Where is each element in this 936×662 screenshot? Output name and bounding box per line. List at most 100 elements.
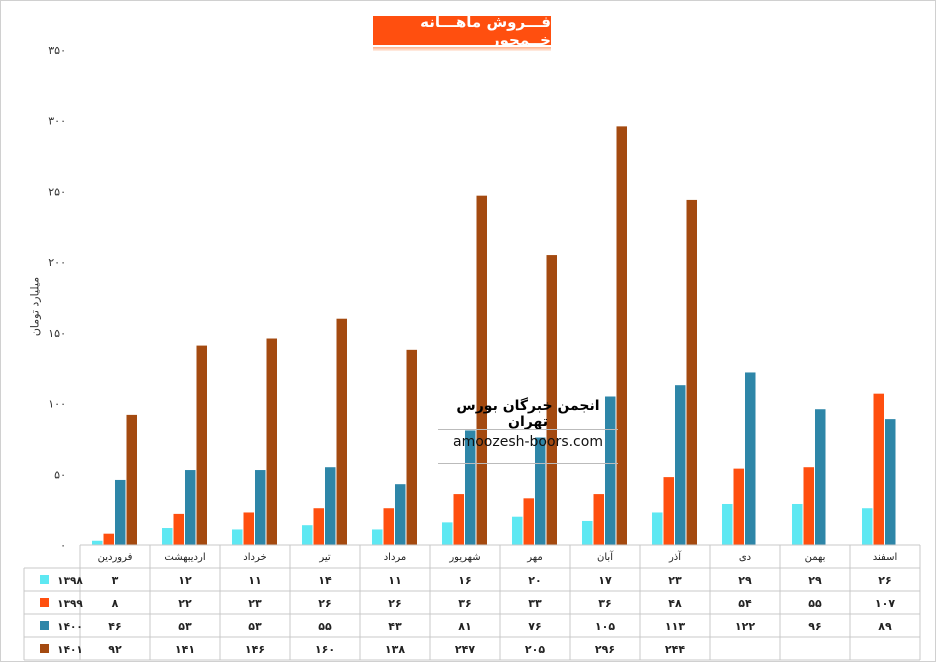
data-label: ۱۳۸	[385, 643, 405, 656]
data-label: ۵۴	[738, 597, 752, 610]
legend-swatch	[40, 598, 49, 607]
data-label: ۱۴۶	[245, 643, 265, 656]
data-label: ۲۹	[738, 574, 752, 587]
data-label: ۴۸	[668, 597, 682, 610]
data-label: ۳۶	[458, 597, 471, 610]
bar	[395, 484, 406, 545]
bar	[92, 540, 103, 545]
data-label: ۱۶	[458, 574, 471, 587]
y-tick-label: ۱۵۰	[48, 327, 66, 340]
x-tick-label: اسفند	[873, 552, 897, 563]
data-label: ۳۳	[528, 597, 542, 610]
bar	[733, 468, 744, 545]
bar	[862, 508, 873, 545]
data-label: ۴۳	[388, 620, 402, 633]
bar	[605, 396, 616, 545]
y-tick-label: ۲۵۰	[48, 185, 66, 198]
chart-title: فـــروش ماهـــانه خــمحور	[373, 13, 551, 49]
bar	[873, 393, 884, 545]
bar	[815, 409, 826, 545]
data-label: ۴۶	[108, 620, 121, 633]
bar	[722, 503, 733, 545]
bar	[686, 199, 697, 545]
bar	[675, 385, 686, 545]
y-tick-label: ۳۰۰	[48, 115, 66, 128]
data-label: ۲۹	[808, 574, 822, 587]
data-label: ۲۹۶	[595, 643, 615, 656]
legend-entry: ۱۳۹۹	[57, 598, 83, 610]
data-label: ۱۲	[178, 574, 192, 587]
legend-swatch	[40, 644, 49, 653]
bar	[232, 529, 243, 545]
bar	[313, 508, 324, 545]
bar	[442, 522, 453, 545]
data-label: ۹۶	[808, 620, 821, 633]
x-tick-label: مهر	[526, 552, 542, 563]
data-label: ۳	[112, 574, 119, 587]
data-label: ۱۱	[388, 574, 401, 587]
x-tick-label: آبان	[597, 550, 614, 563]
data-label: ۸۱	[458, 620, 471, 633]
bar	[302, 525, 313, 545]
x-tick-label: فروردین	[98, 552, 133, 563]
bar	[372, 529, 383, 545]
data-label: ۱۴۱	[175, 643, 195, 656]
data-label: ۱۰۵	[595, 620, 615, 633]
y-tick-label: ۵۰	[54, 468, 66, 481]
bar	[512, 516, 523, 545]
bar	[663, 477, 674, 545]
data-label: ۱۲۲	[735, 620, 755, 633]
data-label: ۸	[112, 597, 119, 610]
data-label: ۱۴	[318, 574, 332, 587]
bar	[103, 533, 114, 545]
bar	[196, 345, 207, 545]
x-tick-label: شهریور	[448, 552, 480, 563]
bar	[126, 414, 137, 545]
data-label: ۲۴۷	[455, 643, 475, 656]
legend-swatch	[40, 621, 49, 630]
bar	[593, 494, 604, 545]
data-label: ۹۲	[108, 643, 122, 656]
legend-entry: ۱۴۰۰	[57, 621, 83, 633]
y-tick-label: ۲۰۰	[48, 256, 66, 269]
bar	[255, 470, 266, 545]
watermark-title: انجمن خبرگان بورس تهران	[456, 398, 600, 430]
y-tick-label: ۰	[60, 539, 66, 552]
x-tick-label: آذر	[668, 550, 682, 563]
data-label: ۲۶	[878, 574, 891, 587]
bar	[652, 512, 663, 545]
bar	[465, 430, 476, 545]
bar	[336, 318, 347, 545]
data-label: ۲۳	[248, 597, 262, 610]
data-label: ۱۱	[248, 574, 261, 587]
data-label: ۱۱۳	[665, 620, 685, 633]
data-label: ۱۰۷	[875, 597, 895, 610]
bar	[115, 479, 126, 545]
bar	[582, 520, 593, 545]
data-label: ۳۶	[598, 597, 611, 610]
x-tick-label: مرداد	[384, 552, 407, 563]
title-shadow	[373, 47, 551, 51]
bar	[546, 255, 557, 546]
bar	[803, 467, 814, 545]
y-tick-label: ۱۰۰	[48, 398, 66, 411]
bar	[792, 503, 803, 545]
bar	[476, 195, 487, 545]
watermark-divider-bottom	[438, 463, 618, 464]
data-label: ۲۲	[178, 597, 192, 610]
data-label: ۲۶	[388, 597, 401, 610]
bar	[885, 419, 896, 545]
bar	[383, 508, 394, 545]
data-label: ۲۶	[318, 597, 331, 610]
data-label: ۷۶	[528, 620, 541, 633]
bar	[745, 372, 756, 545]
bar	[523, 498, 534, 545]
data-label: ۱۷	[598, 574, 612, 587]
bar	[406, 349, 417, 545]
bar	[243, 512, 254, 545]
x-tick-label: خرداد	[243, 552, 266, 563]
watermark-divider-top	[438, 429, 618, 430]
data-label: ۵۳	[178, 620, 192, 633]
legend-entry: ۱۳۹۸	[57, 575, 83, 587]
